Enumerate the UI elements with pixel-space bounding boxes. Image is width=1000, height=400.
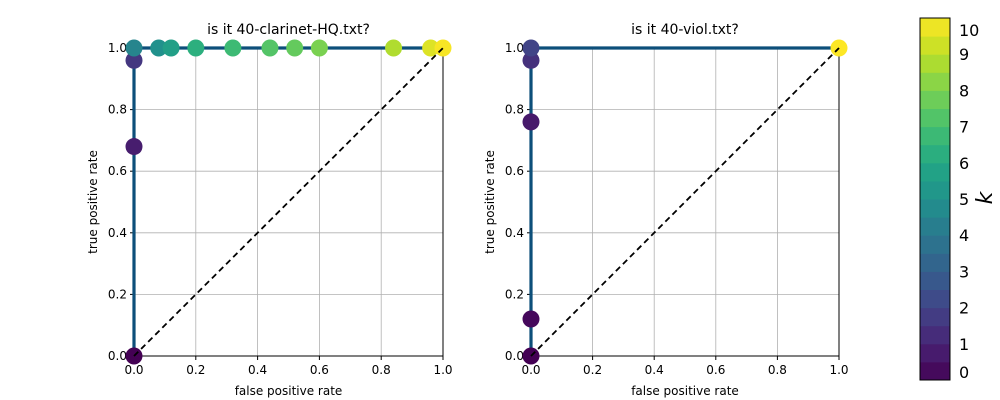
- y-tick-label: 0.8: [505, 103, 524, 117]
- colorbar-segment: [920, 18, 950, 37]
- x-tick-label: 0.6: [310, 363, 329, 377]
- colorbar-frame: [919, 17, 951, 381]
- roc-point: [125, 51, 143, 69]
- y-tick-label: 0.2: [505, 287, 524, 301]
- roc-point: [261, 39, 279, 57]
- colorbar-segment: [920, 235, 950, 254]
- roc-point: [310, 39, 328, 57]
- x-tick-label: 0.4: [248, 363, 267, 377]
- colorbar-segment: [920, 289, 950, 309]
- colorbar-tick-label: 7: [959, 118, 969, 137]
- colorbar-segment: [920, 36, 950, 55]
- colorbar-segment: [920, 361, 950, 381]
- colorbar-segment: [920, 180, 950, 200]
- colorbar-tick-label: 9: [959, 45, 969, 64]
- x-tick-label: 0.8: [768, 363, 787, 377]
- colorbar-tick-label: 4: [959, 226, 969, 245]
- colorbar-tick-label: 8: [959, 81, 969, 100]
- colorbar-tick-label: 6: [959, 154, 969, 173]
- roc-point: [224, 39, 242, 57]
- roc-point: [422, 39, 440, 57]
- y-tick-label: 1.0: [505, 41, 524, 55]
- plot-panel-1: 0.0 0.2 0.4 0.6 0.8 1.0 0.0 0.2 0.4 0.6 0.8 1.0 is i…: [86, 22, 453, 398]
- roc-point: [162, 39, 180, 57]
- x-tick-label: 0.0: [521, 363, 540, 377]
- colorbar-segment: [920, 217, 950, 236]
- y-tick-label: 0.6: [505, 164, 524, 178]
- x-axis-label: false positive rate: [235, 384, 343, 398]
- colorbar-segment: [920, 54, 950, 73]
- colorbar-segment: [920, 90, 950, 109]
- plot-title: is it 40-clarinet-HQ.txt?: [207, 22, 370, 38]
- colorbar-tick-label: 10: [959, 21, 979, 40]
- colorbar-tick-label: 5: [959, 190, 969, 209]
- y-tick-label: 0.6: [108, 164, 127, 178]
- colorbar-segment: [920, 199, 950, 218]
- x-tick-label: 0.8: [372, 363, 391, 377]
- roc-point: [286, 39, 304, 57]
- plot-panel-2: 0.0 0.2 0.4 0.6 0.8 1.0 0.0 0.2 0.4 0.6 0.8 1.0 is i…: [483, 22, 849, 398]
- roc-point: [522, 39, 540, 57]
- colorbar-tick-label: 2: [959, 299, 969, 318]
- x-tick-label: 0.6: [706, 363, 725, 377]
- colorbar-segment: [920, 126, 950, 146]
- colorbar-tick-label: 0: [959, 363, 969, 382]
- x-axis-label: false positive rate: [631, 384, 739, 398]
- colorbar-segment: [920, 307, 950, 327]
- colorbar: 0 1 2 3 4 5 6 7 8 9 10 k: [919, 17, 998, 382]
- y-tick-label: 1.0: [108, 41, 127, 55]
- colorbar-segment: [920, 343, 950, 363]
- roc-point: [522, 113, 540, 131]
- colorbar-label: k: [973, 190, 998, 204]
- colorbar-segment: [920, 325, 950, 345]
- x-tick-label: 0.2: [583, 363, 602, 377]
- roc-point: [125, 39, 143, 57]
- y-tick-label: 0.0: [108, 349, 127, 363]
- y-tick-label: 0.2: [108, 287, 127, 301]
- colorbar-segment: [920, 271, 950, 290]
- colorbar-tick-label: 3: [959, 262, 969, 281]
- y-tick-label: 0.8: [108, 103, 127, 117]
- roc-point: [150, 39, 168, 57]
- roc-point: [522, 51, 540, 69]
- colorbar-tick-label: 1: [959, 335, 969, 354]
- y-tick-label: 0.4: [108, 226, 127, 240]
- roc-point: [125, 138, 143, 156]
- chance-diagonal-line: [530, 47, 840, 357]
- chance-diagonal-line: [133, 47, 444, 357]
- x-tick-label: 0.4: [645, 363, 664, 377]
- roc-point: [385, 39, 403, 57]
- colorbar-segment: [920, 144, 950, 164]
- roc-point: [187, 39, 205, 57]
- y-axis-label: true positive rate: [86, 150, 100, 254]
- x-tick-label: 0.2: [186, 363, 205, 377]
- roc-point: [522, 310, 540, 328]
- colorbar-segment: [920, 162, 950, 182]
- x-tick-label: 0.0: [124, 363, 143, 377]
- colorbar-segment: [920, 72, 950, 91]
- colorbar-segment: [920, 253, 950, 272]
- colorbar-segment: [920, 108, 950, 128]
- y-tick-label: 0.0: [505, 349, 524, 363]
- plot-title: is it 40-viol.txt?: [631, 22, 739, 38]
- x-tick-label: 1.0: [829, 363, 848, 377]
- x-tick-label: 1.0: [433, 363, 452, 377]
- y-axis-label: true positive rate: [483, 150, 497, 254]
- y-tick-label: 0.4: [505, 226, 524, 240]
